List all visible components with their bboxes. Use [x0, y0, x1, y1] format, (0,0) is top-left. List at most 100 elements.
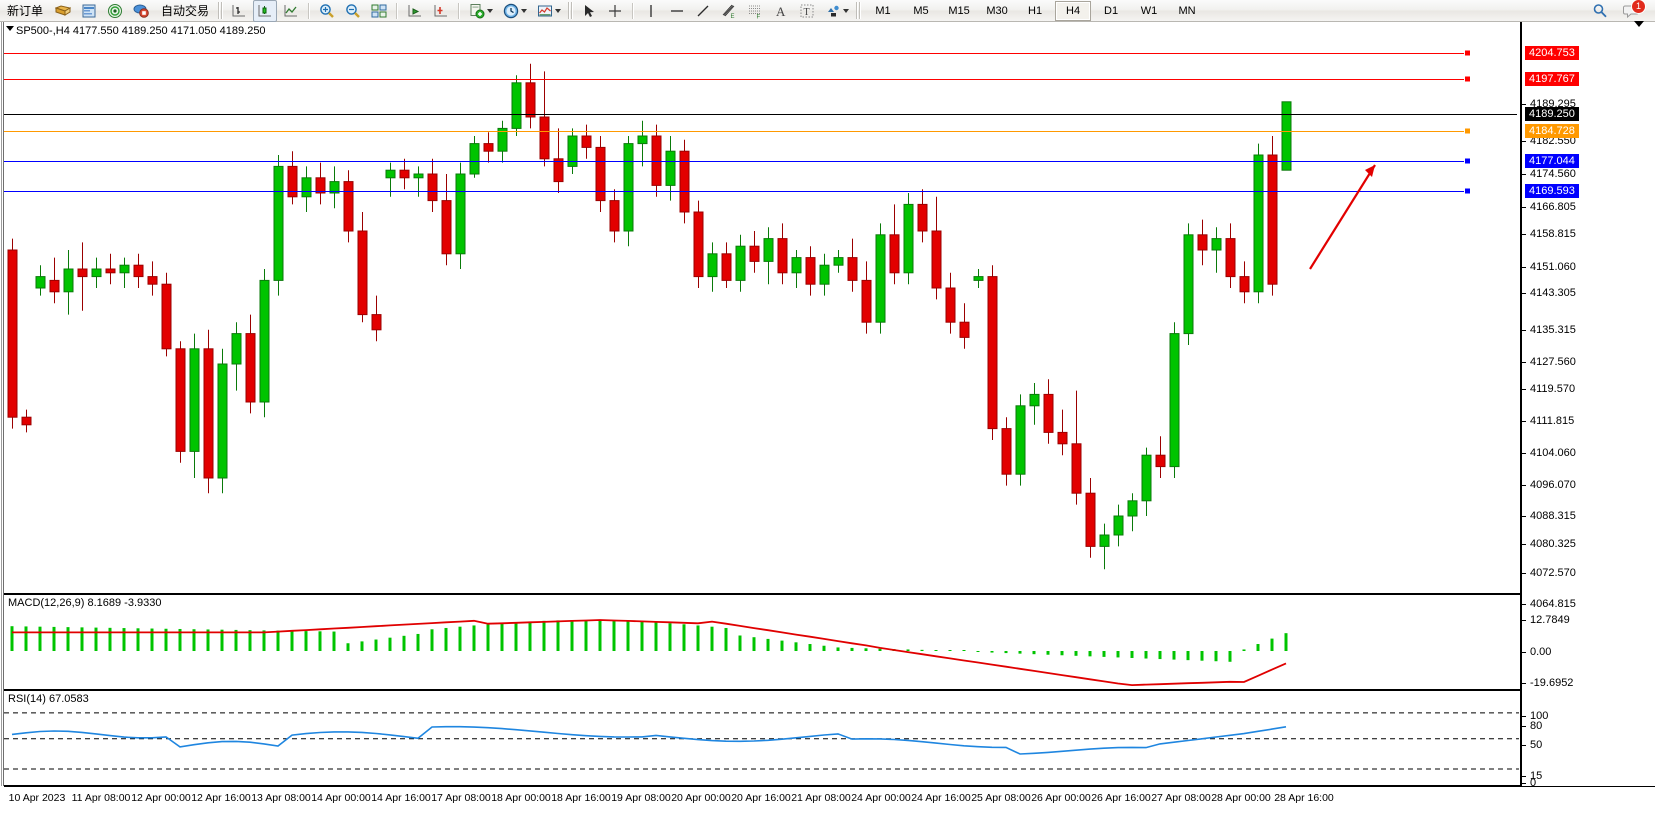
chevron-down-icon[interactable] [555, 8, 562, 13]
timeframe-m5[interactable]: M5 [913, 4, 929, 17]
horizontal-line-icon[interactable] [665, 0, 689, 22]
toolbar-grip[interactable] [856, 2, 862, 19]
cursor-icon[interactable] [577, 0, 601, 22]
candle-body [637, 135, 648, 145]
price-badge-pivot-line[interactable]: 4184.728 [1525, 124, 1579, 138]
time-axis-label: 24 Apr 00:00 [851, 792, 911, 804]
candle-body [539, 116, 550, 160]
timeframe-m15[interactable]: M15 [948, 4, 970, 17]
macd-histogram-bar [836, 647, 840, 651]
timeframe-mn[interactable]: MN [1178, 4, 1196, 17]
vertical-line-icon[interactable] [639, 0, 663, 22]
resistance-line-2[interactable] [4, 79, 1466, 80]
line-chart-icon[interactable] [279, 0, 303, 22]
chevron-down-icon[interactable] [843, 8, 850, 13]
navigator-icon[interactable] [103, 0, 127, 22]
auto-scroll-icon[interactable] [429, 0, 453, 22]
fibonacci-retracement-icon[interactable]: F [743, 0, 767, 22]
timeframe-m1[interactable]: M1 [875, 4, 891, 17]
toolbar-separator [458, 2, 461, 19]
zoom-in-icon[interactable] [315, 0, 339, 22]
zoom-out-icon[interactable] [341, 0, 365, 22]
macd-histogram-bar [1144, 651, 1148, 659]
data-window-icon[interactable] [77, 0, 101, 22]
tile-windows-icon[interactable] [367, 0, 391, 22]
chart-left-scale-bar[interactable] [0, 22, 4, 786]
timeframe-h4[interactable]: H4 [1055, 0, 1092, 21]
price-badge-resistance-line[interactable]: 4197.767 [1525, 72, 1579, 86]
time-axis[interactable]: 10 Apr 2023 11 Apr 08:00 12 Apr 00:00 12 Ap… [4, 786, 1655, 826]
candle-body [889, 234, 900, 274]
support-line-1-handle[interactable] [1464, 157, 1471, 165]
candle-body [455, 173, 466, 255]
macd-histogram-bar [654, 622, 658, 651]
toolbar-grip[interactable] [568, 2, 574, 19]
period-icon[interactable] [499, 0, 531, 22]
pivot-line[interactable] [4, 131, 1466, 132]
chart-shift-icon[interactable] [403, 0, 427, 22]
new-order-button[interactable]: 新订单 [1, 0, 49, 22]
axis-scroll-caret-icon[interactable] [1634, 21, 1644, 27]
toolbar-separator [632, 2, 635, 19]
pivot-line-handle[interactable] [1464, 127, 1471, 135]
price-badge-support-line[interactable]: 4177.044 [1525, 154, 1579, 168]
support-line-2[interactable] [4, 191, 1466, 192]
candle-body [1001, 428, 1012, 475]
resistance-line-1-handle[interactable] [1464, 49, 1471, 57]
chevron-down-icon[interactable] [521, 8, 528, 13]
equidistant-channel-icon[interactable]: E [717, 0, 741, 22]
macd-histogram-bar [220, 629, 224, 651]
search-icon[interactable] [1588, 0, 1612, 22]
timeframe-d1[interactable]: D1 [1104, 4, 1119, 17]
autotrading-button[interactable]: 自动交易 [155, 0, 215, 22]
crosshair-icon[interactable] [603, 0, 627, 22]
macd-axis-label: 0.00 [1530, 646, 1552, 658]
chevron-down-icon[interactable] [487, 8, 494, 13]
macd-histogram-bar [24, 626, 28, 651]
symbol-collapse-icon[interactable] [6, 26, 14, 31]
rsi-series [4, 712, 1519, 770]
new-chart-icon[interactable] [465, 0, 497, 22]
price-badge-resistance-line[interactable]: 4204.753 [1525, 46, 1579, 60]
chat-icon[interactable]: 1 [1619, 0, 1646, 22]
candlestick-chart-icon[interactable] [253, 0, 278, 22]
support-line-2-handle[interactable] [1464, 187, 1471, 195]
shapes-icon[interactable] [821, 0, 853, 22]
last-price-line[interactable] [4, 114, 1517, 115]
price-badge-support-line[interactable]: 4169.593 [1525, 184, 1579, 198]
time-axis-label: 26 Apr 16:00 [1091, 792, 1151, 804]
price-axis[interactable]: 4189.295 4182.550 4174.560 4166.805 4158.815… [1521, 21, 1655, 789]
macd-histogram-bar [66, 627, 70, 651]
macd-histogram-bar [1270, 638, 1274, 651]
resistance-line-2-handle[interactable] [1464, 75, 1471, 83]
text-label-icon[interactable]: A [769, 0, 793, 22]
time-axis-label: 17 Apr 08:00 [431, 792, 491, 804]
price-axis-label: 4119.570 [1530, 383, 1576, 395]
autotrading-icon[interactable] [129, 0, 153, 22]
price-chart-panel[interactable]: SP500-,H4 4177.550 4189.250 4171.050 418… [4, 22, 1521, 594]
macd-indicator-panel[interactable]: MACD(12,26,9) 8.1689 -3.9330 [4, 594, 1521, 690]
bar-chart-icon[interactable] [227, 0, 251, 22]
price-axis-label: 4111.815 [1530, 415, 1575, 427]
trend-line-icon[interactable] [691, 0, 715, 22]
candle-body [1085, 492, 1096, 547]
toolbar-grip[interactable] [218, 2, 224, 19]
price-badge-last-price[interactable]: 4189.250 [1525, 107, 1579, 121]
text-box-icon[interactable]: T [795, 0, 819, 22]
candle-body [1113, 515, 1124, 536]
rsi-indicator-panel[interactable]: RSI(14) 67.0583 [4, 690, 1521, 786]
macd-histogram-bar [458, 626, 462, 651]
timeframe-m30[interactable]: M30 [986, 4, 1008, 17]
indicators-icon[interactable] [533, 0, 565, 22]
timeframe-w1[interactable]: W1 [1140, 4, 1158, 17]
svg-text:T: T [804, 7, 810, 18]
resistance-line-1[interactable] [4, 53, 1466, 54]
timeframe-h1[interactable]: H1 [1028, 4, 1043, 17]
candle-body [525, 82, 536, 118]
folder-icon[interactable] [51, 0, 75, 22]
candle-body [931, 230, 942, 289]
macd-histogram-bar [276, 630, 280, 651]
price-axis-label: 4080.325 [1530, 538, 1576, 550]
price-axis-label: 4127.560 [1530, 356, 1576, 368]
support-line-1[interactable] [4, 161, 1466, 162]
